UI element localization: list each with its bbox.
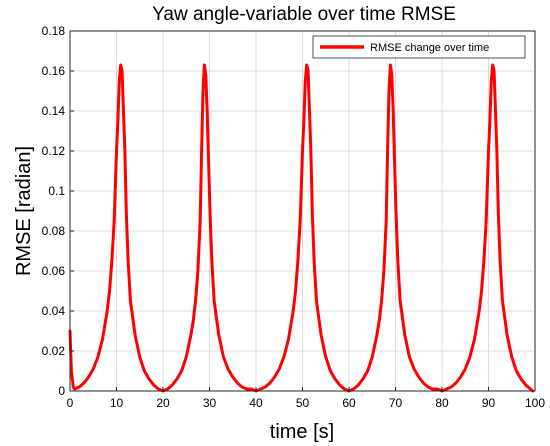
series-line bbox=[68, 63, 535, 393]
y-tick-label: 0 bbox=[58, 384, 65, 398]
plot-area bbox=[68, 30, 536, 393]
x-tick-labels: 0 10 20 30 40 50 60 70 80 90 100 bbox=[67, 396, 546, 410]
y-tick-label: 0.16 bbox=[42, 64, 66, 78]
tick-marks bbox=[69, 30, 536, 392]
y-tick-label: 0.06 bbox=[42, 264, 66, 278]
x-tick-label: 10 bbox=[110, 396, 124, 410]
x-tick-label: 80 bbox=[435, 396, 449, 410]
x-tick-label: 50 bbox=[296, 396, 310, 410]
chart-title: Yaw angle-variable over time RMSE bbox=[152, 4, 456, 25]
y-tick-label: 0.04 bbox=[42, 304, 66, 318]
x-tick-label: 70 bbox=[389, 396, 403, 410]
x-tick-label: 20 bbox=[156, 396, 170, 410]
x-tick-label: 60 bbox=[342, 396, 356, 410]
legend-box bbox=[312, 35, 526, 59]
y-tick-labels: 0 0.02 0.04 0.06 0.08 0.1 0.12 0.14 0.16 0.18 bbox=[42, 24, 66, 398]
x-tick-label: 100 bbox=[525, 396, 545, 410]
y-tick-label: 0.02 bbox=[42, 344, 66, 358]
legend-entry: RMSE change over time bbox=[370, 42, 489, 54]
x-tick-label: 30 bbox=[203, 396, 217, 410]
series-layer bbox=[68, 63, 535, 393]
y-tick-label: 0.18 bbox=[42, 24, 66, 38]
y-tick-label: 0.08 bbox=[42, 224, 66, 238]
y-tick-label: 0.12 bbox=[42, 144, 66, 158]
y-tick-label: 0.14 bbox=[42, 104, 66, 118]
y-axis-label: RMSE [radian] bbox=[13, 146, 35, 276]
x-tick-label: 90 bbox=[482, 396, 496, 410]
x-tick-label: 40 bbox=[249, 396, 263, 410]
x-tick-label: 0 bbox=[67, 396, 74, 410]
legend: RMSE change over time bbox=[312, 35, 526, 59]
x-axis-label: time [s] bbox=[270, 421, 334, 443]
y-tick-label: 0.1 bbox=[48, 184, 65, 198]
